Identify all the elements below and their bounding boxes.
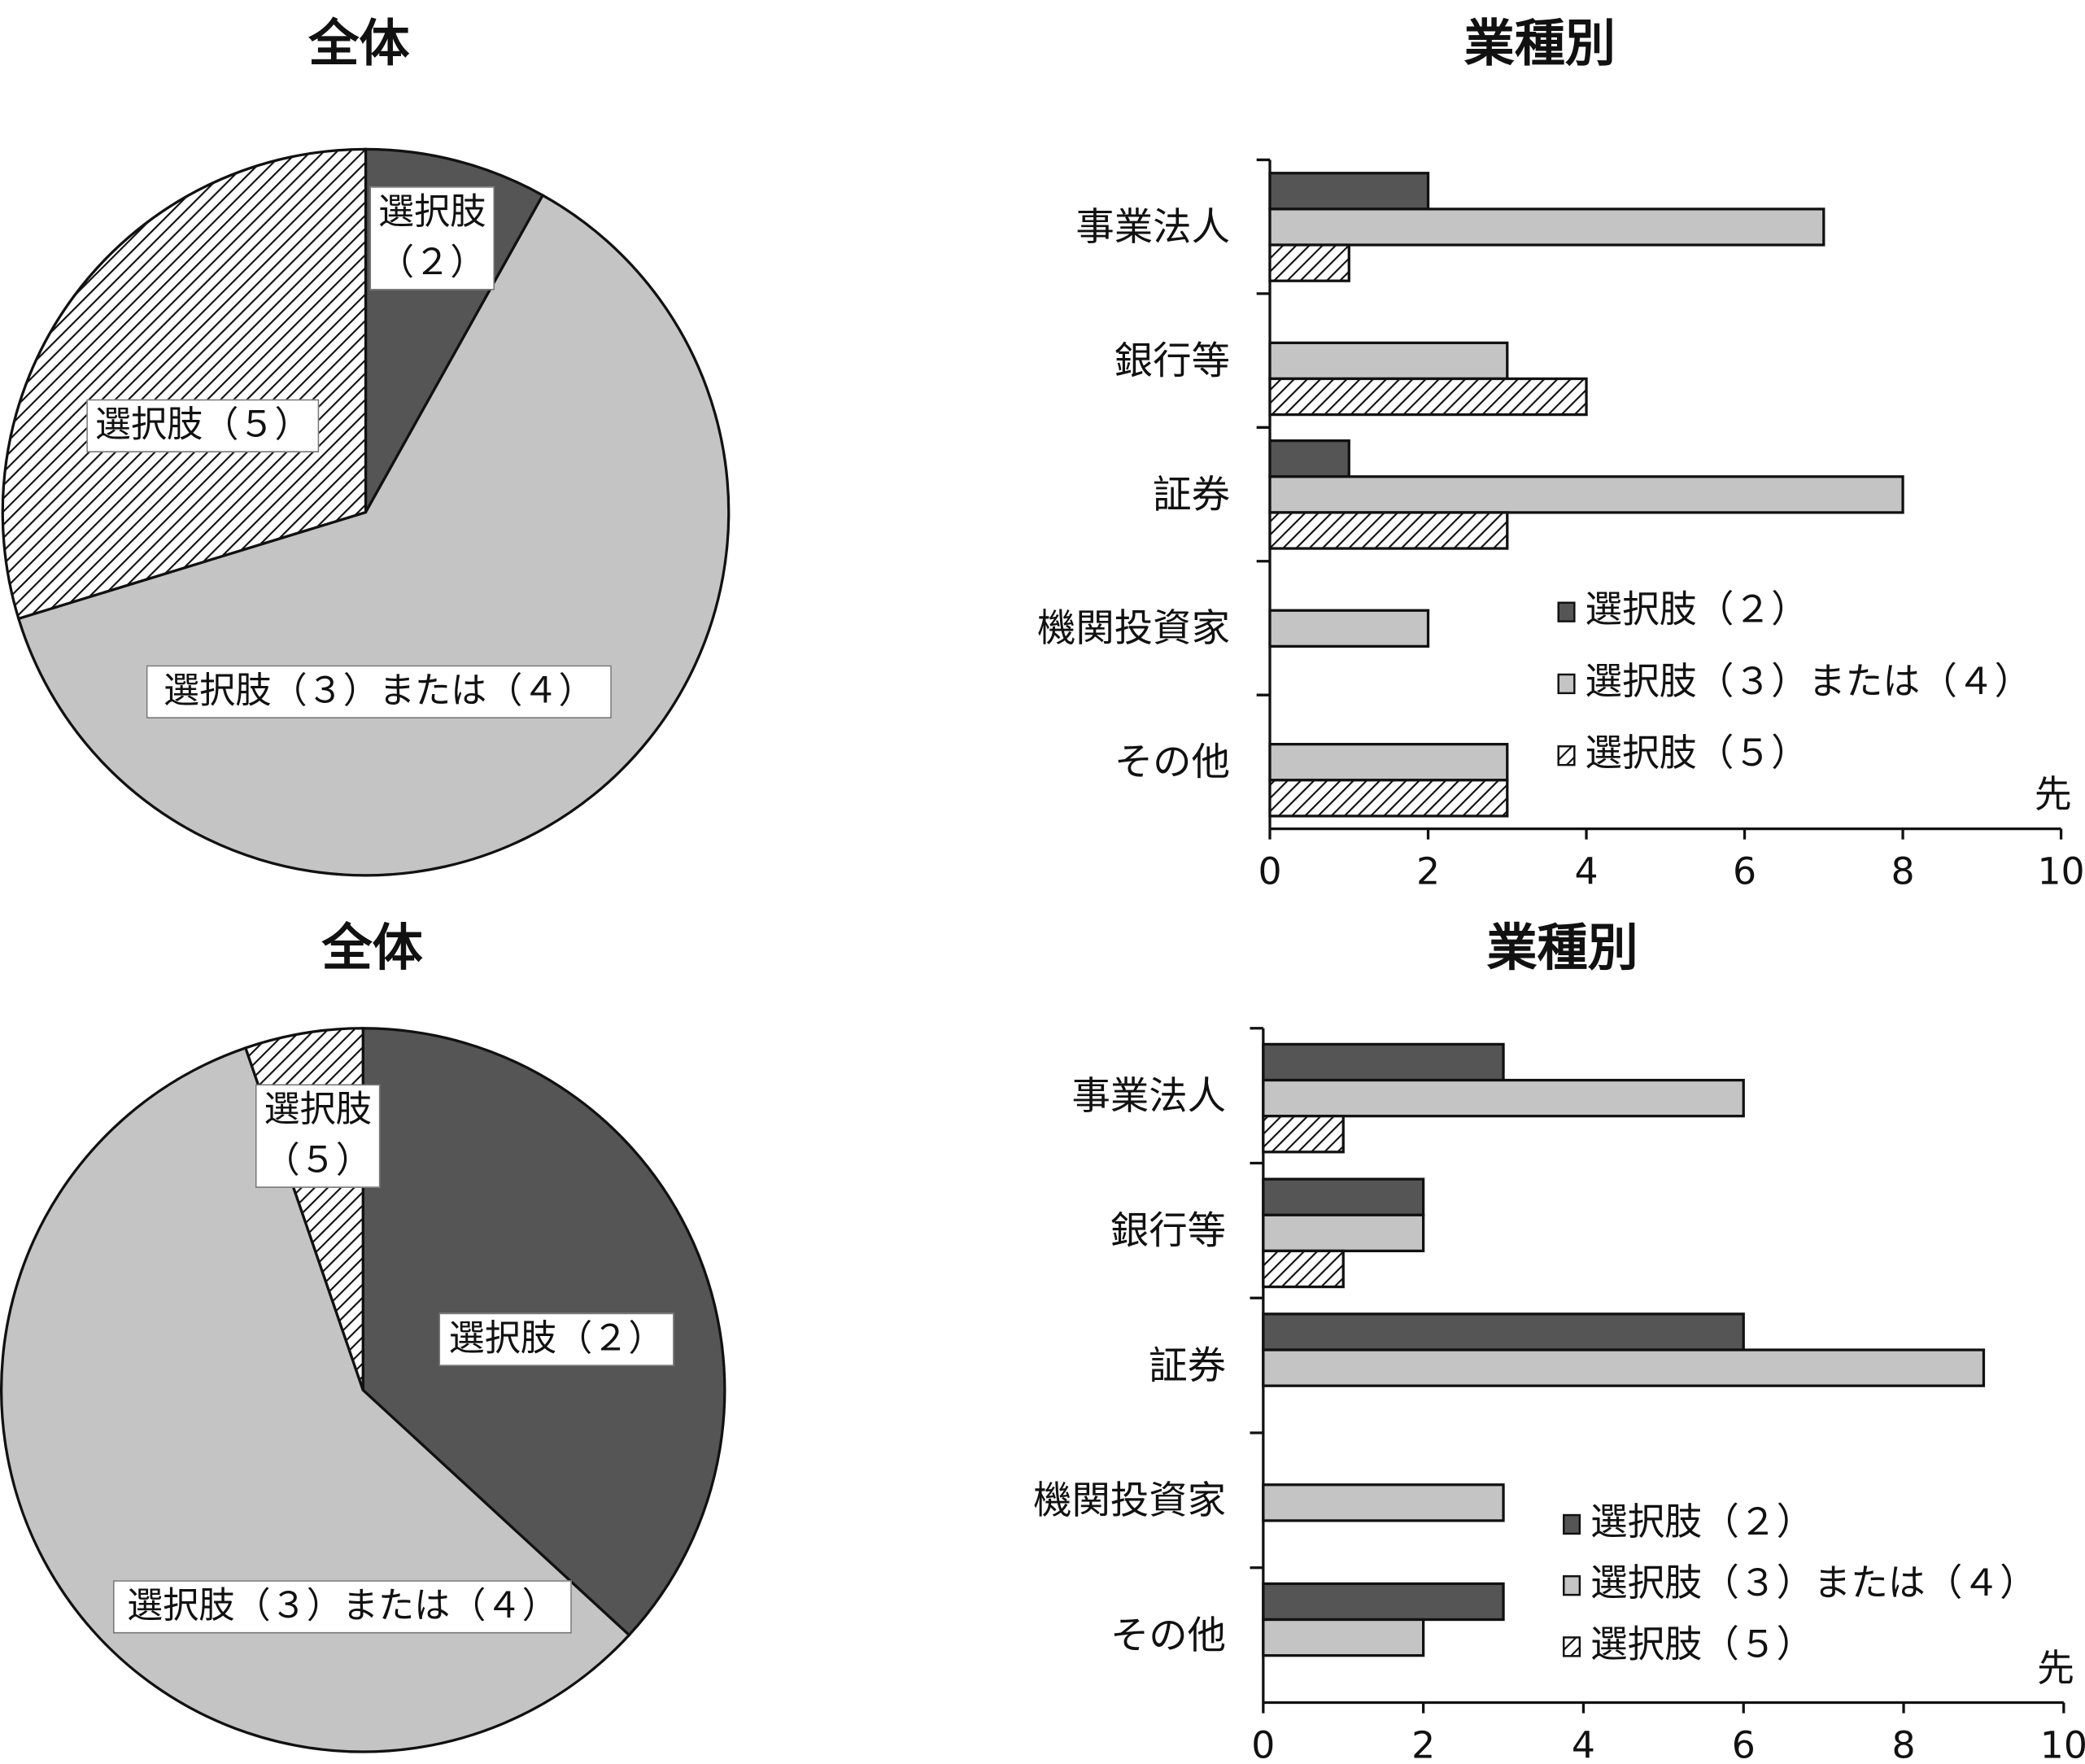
bar [1268,341,1509,381]
x-unit-label: 先 [2035,773,2072,816]
pie-slice [1,147,368,621]
bar [1268,172,1430,211]
pie-label-box: 選択肢（２） [369,186,495,290]
pie-label: 選択肢（２） [438,1312,674,1366]
legend-label: 選択肢（５） [1585,731,1808,775]
x-tick-label: 4 [1572,1724,1595,1764]
category-label: 事業法人 [1075,205,1230,250]
x-unit-label: 先 [2037,1647,2074,1690]
pie-label-box: 選択肢（３）または（４） [112,1580,572,1634]
legend-swatch [1563,1575,1581,1596]
category-label: その他 [1110,1613,1226,1658]
chart-title: 業種別 [1464,14,1616,73]
bar [1262,1582,1505,1622]
category-label: 機関投資家 [1037,606,1230,651]
category-label: 銀行等 [1110,1209,1226,1254]
legend-label: 選択肢（２） [1590,1500,1814,1544]
legend-swatch [1557,601,1576,622]
pie-label-box: 選択肢（３）または（４） [146,665,612,718]
bar [1262,1078,1745,1118]
pie-label-box: 選択肢（５） [255,1084,381,1188]
legend-swatch [1557,673,1576,695]
bar [1262,1042,1505,1082]
x-tick-label: 6 [1732,1724,1756,1764]
legend-label: 選択肢（５） [1590,1622,1814,1666]
chart-title: 業種別 [1486,918,1638,977]
pie-label-box: 選択肢（２） [438,1312,674,1366]
x-tick-label: 4 [1574,850,1598,893]
category-label: 銀行等 [1114,338,1230,383]
bar [1262,1348,1986,1387]
bar [1268,475,1904,514]
legend-label: 選択肢（２） [1585,588,1808,631]
bar [1268,377,1588,417]
bar [1268,511,1509,550]
bar [1262,1312,1745,1351]
legend-swatch [1557,745,1576,766]
legend-swatch [1563,1636,1581,1657]
category-label: 事業法人 [1071,1074,1226,1119]
pie-label-box: 選択肢（５） [86,399,320,453]
x-tick-label: 8 [1891,1724,1915,1764]
pie-label: 選択肢（５） [86,399,320,453]
bar [1268,743,1509,782]
legend-swatch [1563,1513,1581,1535]
category-label: 証券 [1149,1343,1226,1388]
pie-slice [0,1046,631,1753]
x-tick-label: 2 [1411,1724,1435,1764]
chart-title: 全体 [321,918,424,977]
bar [1268,609,1430,648]
bar [1268,439,1350,478]
x-tick-label: 0 [1251,1724,1275,1764]
pie-label: 選択肢（３）または（４） [146,665,612,718]
bar [1262,1115,1345,1154]
bar [1268,243,1350,282]
x-tick-label: 10 [2037,850,2084,893]
category-label: 証券 [1153,473,1230,517]
pie-label: 選択肢（５） [255,1084,381,1188]
x-tick-label: 6 [1733,850,1756,893]
bar [1262,1213,1425,1253]
x-tick-label: 2 [1416,850,1440,893]
x-tick-label: 8 [1891,850,1915,893]
bar [1262,1177,1425,1216]
bar [1262,1618,1425,1657]
pie-label: 選択肢（３）または（４） [112,1580,572,1634]
bar [1262,1483,1505,1522]
bar [1262,1249,1345,1289]
bar [1268,207,1825,247]
x-tick-label: 0 [1258,850,1281,893]
category-label: その他 [1114,740,1230,785]
category-label: 機関投資家 [1033,1478,1226,1523]
x-tick-label: 10 [2040,1724,2085,1764]
pie-label: 選択肢（２） [369,186,495,290]
legend-label: 選択肢（３）または（４） [1585,660,2031,703]
bar [1268,779,1509,818]
chart-title: 全体 [308,14,410,73]
legend-label: 選択肢（３）または（４） [1590,1561,2037,1605]
